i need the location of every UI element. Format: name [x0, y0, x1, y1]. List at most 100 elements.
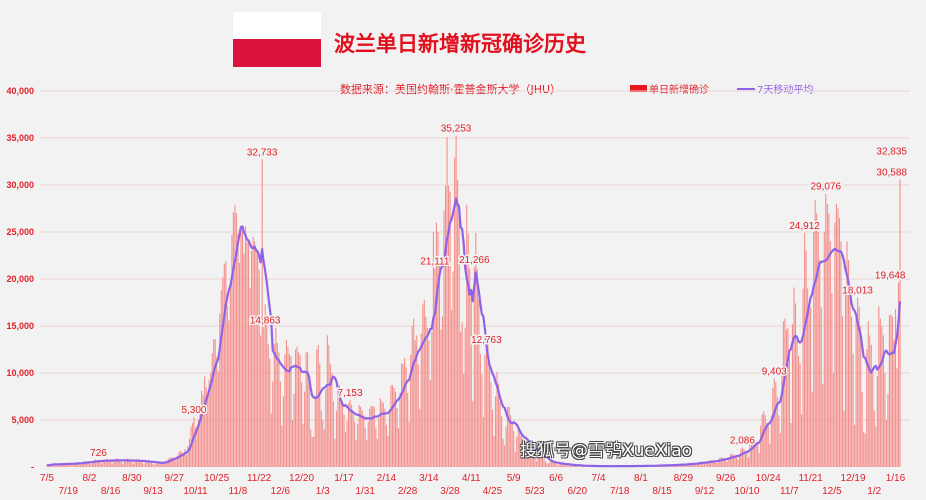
- bar: [194, 427, 197, 467]
- bar: [467, 233, 469, 467]
- bar: [684, 465, 686, 467]
- bar: [279, 381, 281, 467]
- bar: [497, 383, 500, 467]
- bar: [276, 342, 278, 467]
- x-tick-label: 5/9: [507, 473, 521, 484]
- data-label: 35,253: [441, 124, 472, 135]
- bar: [355, 439, 357, 467]
- legend-bar-swatch: [630, 85, 647, 92]
- bar: [431, 331, 433, 467]
- x-tick-label: 9/26: [716, 473, 736, 484]
- x-tick-label: 7/18: [610, 486, 630, 497]
- bar: [726, 461, 728, 467]
- bar: [270, 413, 272, 467]
- bar: [316, 349, 318, 467]
- bar: [476, 268, 478, 467]
- bar: [552, 462, 554, 467]
- bar: [94, 459, 97, 467]
- bar: [291, 420, 294, 467]
- bar: [148, 460, 150, 467]
- bar: [896, 368, 898, 467]
- bar: [863, 432, 865, 467]
- bar: [738, 454, 740, 467]
- bar: [143, 464, 145, 467]
- bar: [248, 241, 250, 467]
- data-label: 9,403: [762, 367, 787, 378]
- data-label: 24,912: [789, 221, 820, 232]
- bar: [719, 457, 721, 467]
- bar: [169, 457, 171, 467]
- bar: [116, 458, 118, 467]
- bar: [348, 403, 350, 467]
- bar: [731, 453, 733, 467]
- bar: [551, 461, 553, 467]
- bar: [88, 462, 91, 467]
- bar: [822, 384, 824, 467]
- data-label: 29,076: [810, 182, 841, 193]
- bar: [181, 451, 183, 467]
- bar: [764, 415, 766, 467]
- bar: [144, 462, 147, 467]
- bar: [561, 463, 563, 467]
- bar: [70, 463, 72, 467]
- bar: [402, 363, 404, 467]
- bar: [440, 329, 442, 467]
- bar: [563, 463, 565, 467]
- bar: [828, 213, 830, 467]
- bar: [452, 271, 454, 467]
- bar: [751, 442, 753, 467]
- bar: [396, 407, 398, 467]
- bar: [372, 405, 374, 467]
- bar: [179, 451, 181, 467]
- bar: [446, 137, 448, 467]
- bar: [704, 462, 706, 467]
- bar: [219, 313, 221, 467]
- bar: [844, 288, 847, 467]
- bar: [129, 459, 131, 467]
- bar: [560, 463, 562, 467]
- bar: [873, 410, 875, 467]
- bar: [479, 354, 481, 467]
- bar: [722, 457, 724, 467]
- bar: [843, 410, 845, 467]
- x-tick-label: 12/6: [271, 486, 291, 497]
- bar: [405, 367, 407, 467]
- bar: [885, 420, 887, 467]
- bar: [502, 438, 504, 467]
- bar: [269, 358, 271, 467]
- bar: [781, 369, 783, 467]
- x-tick-label: 11/7: [780, 486, 799, 497]
- bar: [191, 422, 194, 467]
- bar: [272, 381, 274, 467]
- bar: [211, 353, 213, 467]
- bar: [287, 346, 289, 467]
- bar: [448, 185, 450, 467]
- moving-average-line: [46, 197, 902, 468]
- x-axis: 7/5 7/19 8/2 8/168/309/139/27 10/11 10/2511/8…: [40, 473, 906, 497]
- bar: [55, 464, 57, 467]
- bar: [855, 316, 857, 467]
- bar: [122, 463, 124, 467]
- data-label: 32,835: [876, 146, 907, 157]
- bar: [132, 463, 134, 467]
- bar: [572, 464, 574, 467]
- bar: [249, 288, 251, 467]
- bar: [773, 378, 775, 467]
- bar: [354, 421, 356, 467]
- bar: [404, 357, 406, 467]
- bar: [449, 191, 451, 467]
- bar: [537, 455, 539, 467]
- bar: [763, 411, 765, 467]
- bar: [817, 232, 819, 467]
- chart-subtitle: 数据来源：美国约翰斯·霍普金斯大学（JHU）: [340, 83, 562, 96]
- x-tick-label: 10/11: [183, 486, 208, 497]
- bar: [504, 445, 506, 467]
- bar: [788, 354, 790, 467]
- bar: [710, 459, 712, 467]
- bar: [260, 335, 262, 467]
- bar: [214, 339, 216, 467]
- bar: [229, 284, 231, 467]
- bar: [225, 261, 227, 467]
- bar: [317, 344, 319, 467]
- x-tick-label: 10/10: [734, 486, 759, 497]
